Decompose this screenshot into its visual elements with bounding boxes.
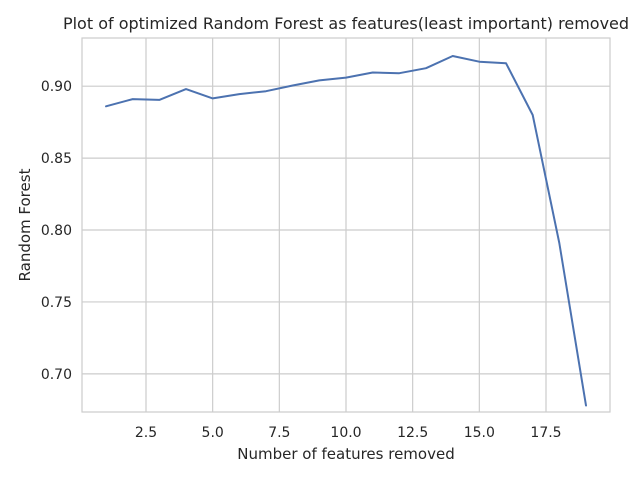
y-tick-label: 0.80 [41, 223, 72, 239]
chart-title: Plot of optimized Random Forest as featu… [63, 14, 629, 33]
y-gridlines [82, 85, 610, 375]
x-tick-label: 5.0 [202, 425, 224, 441]
x-tick-label: 7.5 [268, 425, 290, 441]
x-tick-labels: 2.5 5.0 7.5 10.0 12.5 15.0 17.5 [135, 425, 562, 441]
y-tick-labels: 0.70 0.75 0.80 0.85 0.90 [41, 79, 72, 383]
x-tick-label: 10.0 [330, 425, 361, 441]
plot-frame [81, 37, 611, 413]
y-axis-label: Random Forest [16, 168, 34, 281]
x-tick-label: 12.5 [397, 425, 428, 441]
series-layer [105, 55, 587, 407]
series-line [105, 55, 587, 407]
x-tick-label: 17.5 [530, 425, 561, 441]
x-tick-label: 2.5 [135, 425, 157, 441]
x-axis-label: Number of features removed [237, 445, 454, 463]
y-tick-label: 0.90 [41, 79, 72, 95]
y-tick-label: 0.75 [41, 295, 72, 311]
y-tick-label: 0.70 [41, 367, 72, 383]
x-tick-label: 15.0 [464, 425, 495, 441]
y-tick-label: 0.85 [41, 151, 72, 167]
